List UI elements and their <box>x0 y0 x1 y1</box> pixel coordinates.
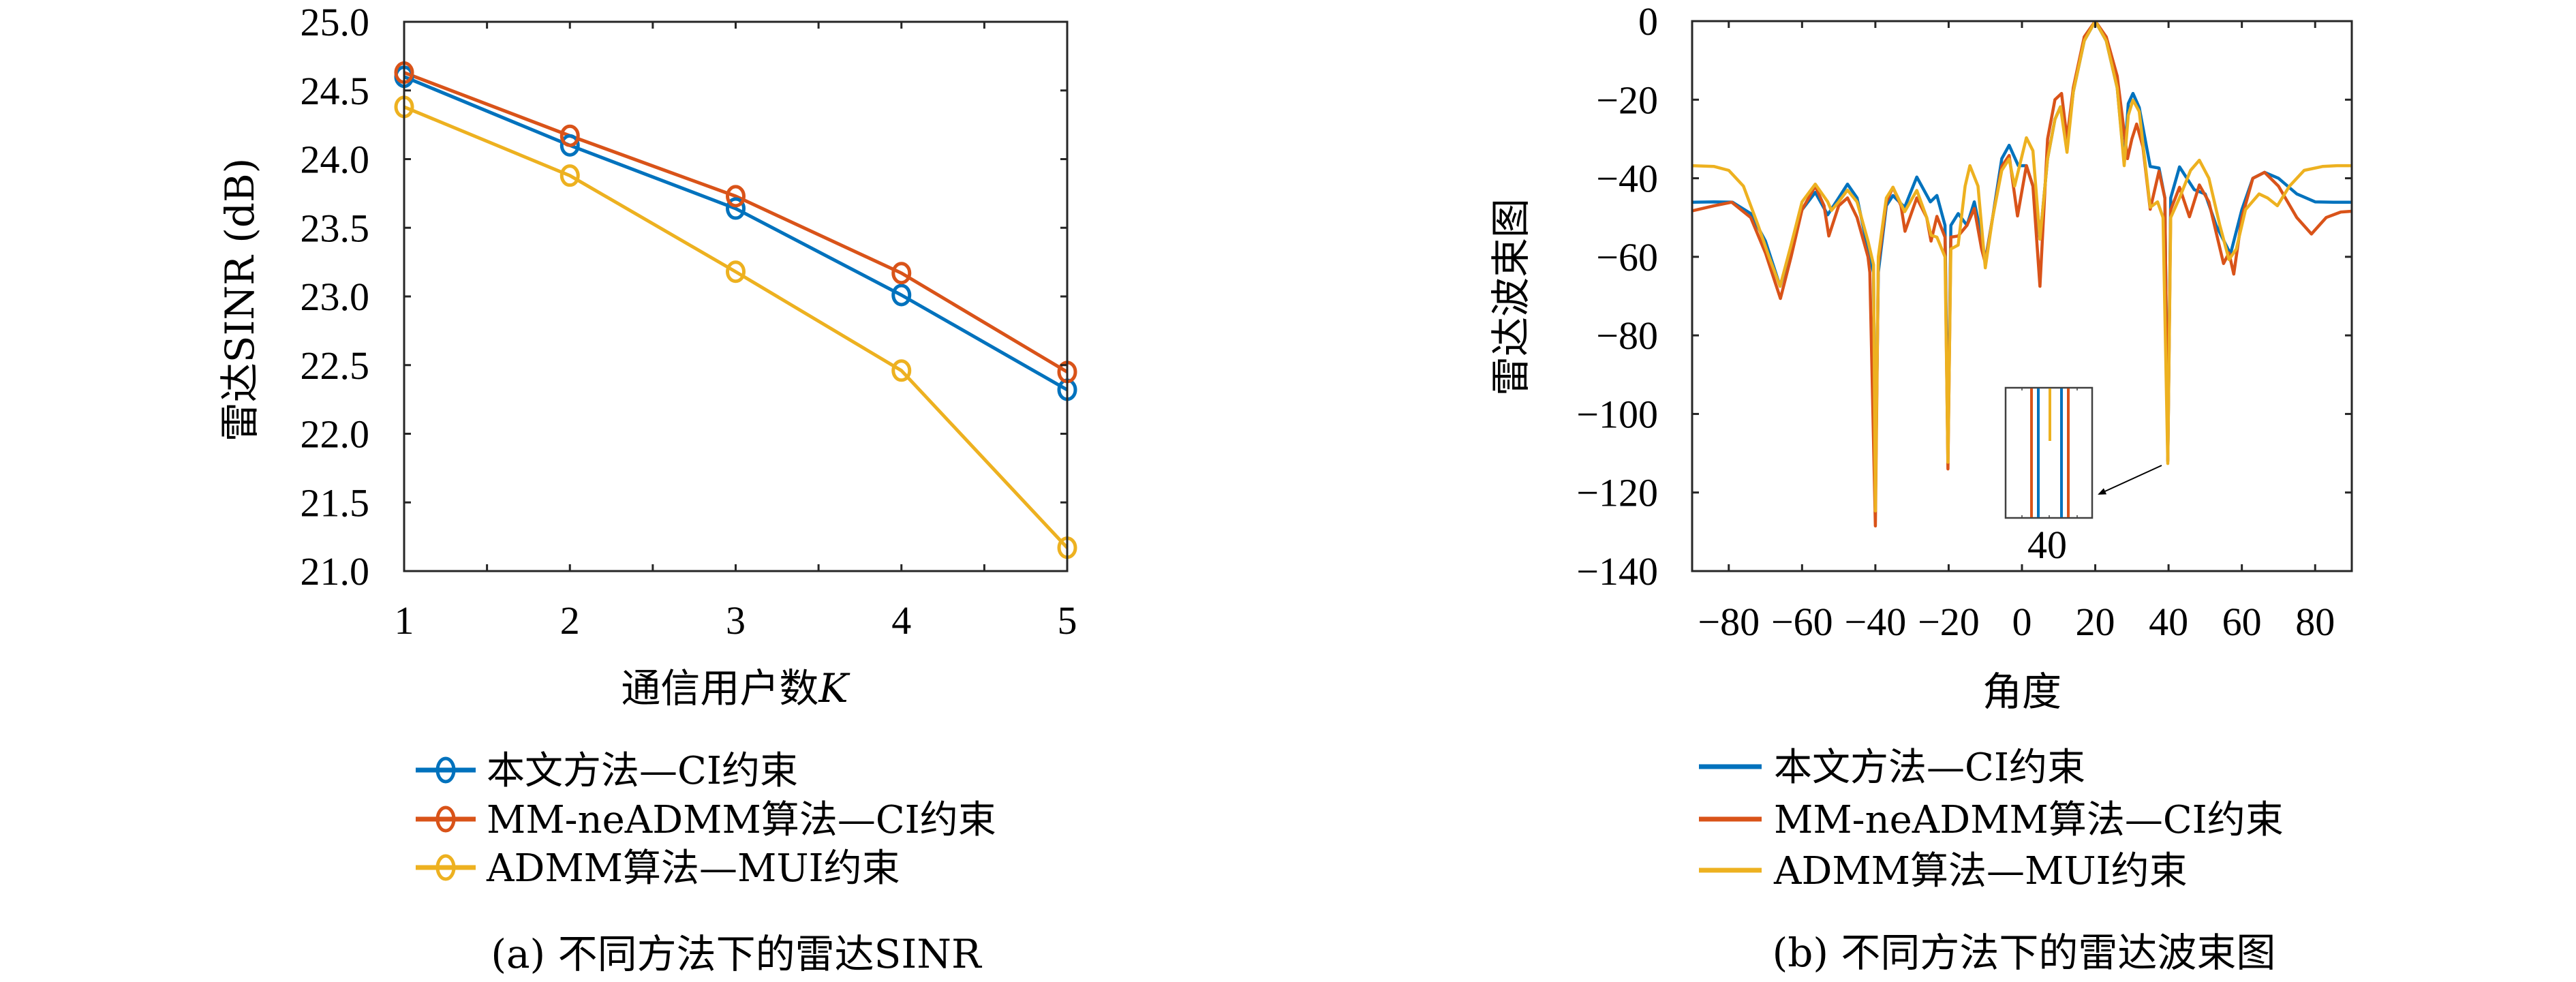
y-tick-label: −60 <box>1596 235 1658 279</box>
arrow-icon <box>2098 465 2162 495</box>
data-point <box>891 262 912 285</box>
y-tick-label: −40 <box>1596 157 1658 201</box>
legend-item[interactable]: MM-neADMM算法—CI约束 <box>1699 798 2284 842</box>
panel-a-legend: 本文方法—CI约束 MM-neADMM算法—CI约束 ADMM算法—MUI约束 <box>416 749 996 891</box>
panel-a-series-markers <box>394 61 1077 559</box>
data-point <box>891 283 912 307</box>
legend-item[interactable]: MM-neADMM算法—CI约束 <box>416 798 996 842</box>
panel-b-legend: 本文方法—CI约束 MM-neADMM算法—CI约束 ADMM算法—MUI约束 <box>1699 746 2284 893</box>
inset-label: 40 <box>2027 523 2067 567</box>
panel-b-series-lines <box>1692 21 2352 527</box>
panel-a-y-tick-labels: 21.0 21.5 22.0 22.5 23.0 23.5 24.0 24.5 25.0 <box>301 0 370 594</box>
y-tick-label: 23.5 <box>301 206 370 250</box>
panel-a-series-lines <box>403 71 1069 549</box>
panel-a-ticks <box>404 22 1067 571</box>
legend-label: 本文方法—CI约束 <box>487 749 798 793</box>
zoom-inset: 40 <box>2004 386 2162 567</box>
legend-item[interactable]: ADMM算法—MUI约束 <box>1699 849 2188 893</box>
panel-b-beampattern-chart: 0−20−40−60−80−100−120−140 −80 −60 −40 −20 0 2… <box>1488 0 2353 976</box>
series-line <box>403 75 1069 392</box>
legend-item[interactable]: ADMM算法—MUI约束 <box>416 846 900 891</box>
data-point <box>559 124 580 147</box>
legend-item[interactable]: 本文方法—CI约束 <box>416 749 798 793</box>
legend-label: MM-neADMM算法—CI约束 <box>487 798 996 842</box>
circle-marker-icon <box>435 854 456 881</box>
y-tick-label: 24.5 <box>301 69 370 113</box>
x-tick-label: 1 <box>395 598 414 643</box>
circle-marker-icon <box>435 756 456 784</box>
legend-item[interactable]: 本文方法—CI约束 <box>1699 746 2085 790</box>
y-tick-label: −20 <box>1596 78 1658 122</box>
x-tick-label: 60 <box>2222 600 2262 644</box>
panel-a-plot-frame <box>403 20 1069 572</box>
x-tick-label: 80 <box>2295 600 2335 644</box>
data-point <box>726 185 746 208</box>
panel-a-sinr-chart: 21.0 21.5 22.0 22.5 23.0 23.5 24.0 24.5 25.0 1 2 3… <box>217 0 1077 977</box>
y-tick-label: −120 <box>1576 471 1658 515</box>
y-tick-label: −100 <box>1576 392 1658 436</box>
circle-marker-icon <box>435 805 456 833</box>
data-point <box>726 260 746 283</box>
x-tick-label: −40 <box>1845 600 1907 644</box>
panel-b-x-axis-label: 角度 <box>1982 669 2061 715</box>
y-tick-label: 22.0 <box>301 412 370 457</box>
y-tick-label: 22.5 <box>301 343 370 388</box>
panel-a-x-tick-labels: 1 2 3 4 5 <box>395 598 1077 643</box>
y-tick-label: −80 <box>1596 313 1658 358</box>
x-tick-label: 5 <box>1058 598 1077 643</box>
legend-label: 本文方法—CI约束 <box>1774 746 2085 790</box>
x-tick-label: 20 <box>2076 600 2115 644</box>
panel-a-caption: (a) 不同方法下的雷达SINR <box>491 931 983 977</box>
panel-b-ticks <box>1692 21 2352 571</box>
x-tick-label: 4 <box>891 598 911 643</box>
y-tick-label: 24.0 <box>301 138 370 182</box>
panel-b-y-tick-labels: 0 −20 −40 −60 −80 −100 −120 −140 <box>1576 0 1658 594</box>
legend-label: ADMM算法—MUI约束 <box>1773 849 2188 893</box>
series-line <box>403 105 1069 549</box>
data-point <box>559 164 580 187</box>
legend-label: MM-neADMM算法—CI约束 <box>1774 798 2284 842</box>
y-tick-label: 21.0 <box>301 549 370 594</box>
y-tick-label: −140 <box>1576 549 1658 594</box>
y-tick-label: 25.0 <box>301 0 370 44</box>
data-point <box>726 197 746 220</box>
series-line <box>1692 21 2352 527</box>
panel-a-x-axis-label: 通信用户数K <box>621 665 850 711</box>
panel-b-x-tick-labels: −80 −60 −40 −20 0 20 40 60 80 <box>1698 600 2335 644</box>
data-point <box>559 134 580 157</box>
x-tick-label: −20 <box>1918 600 1980 644</box>
panel-b-y-axis-label: 雷达波束图 <box>1488 198 1534 396</box>
y-tick-label: 0 <box>1638 0 1658 44</box>
data-point <box>891 359 912 382</box>
y-tick-label: 23.0 <box>301 275 370 319</box>
x-tick-label: −80 <box>1698 600 1760 644</box>
x-tick-label: −60 <box>1771 600 1833 644</box>
panel-a-y-axis-label: 雷达SINR (dB) <box>217 158 263 442</box>
y-tick-label: 21.5 <box>301 480 370 525</box>
series-line <box>403 71 1069 373</box>
x-tick-label: 40 <box>2149 600 2188 644</box>
x-tick-label: 0 <box>2012 600 2032 644</box>
series-line <box>1692 21 2352 513</box>
legend-label: ADMM算法—MUI约束 <box>486 846 900 891</box>
panel-b-caption: (b) 不同方法下的雷达波束图 <box>1773 930 2276 976</box>
x-tick-label: 3 <box>726 598 746 643</box>
x-tick-label: 2 <box>560 598 580 643</box>
